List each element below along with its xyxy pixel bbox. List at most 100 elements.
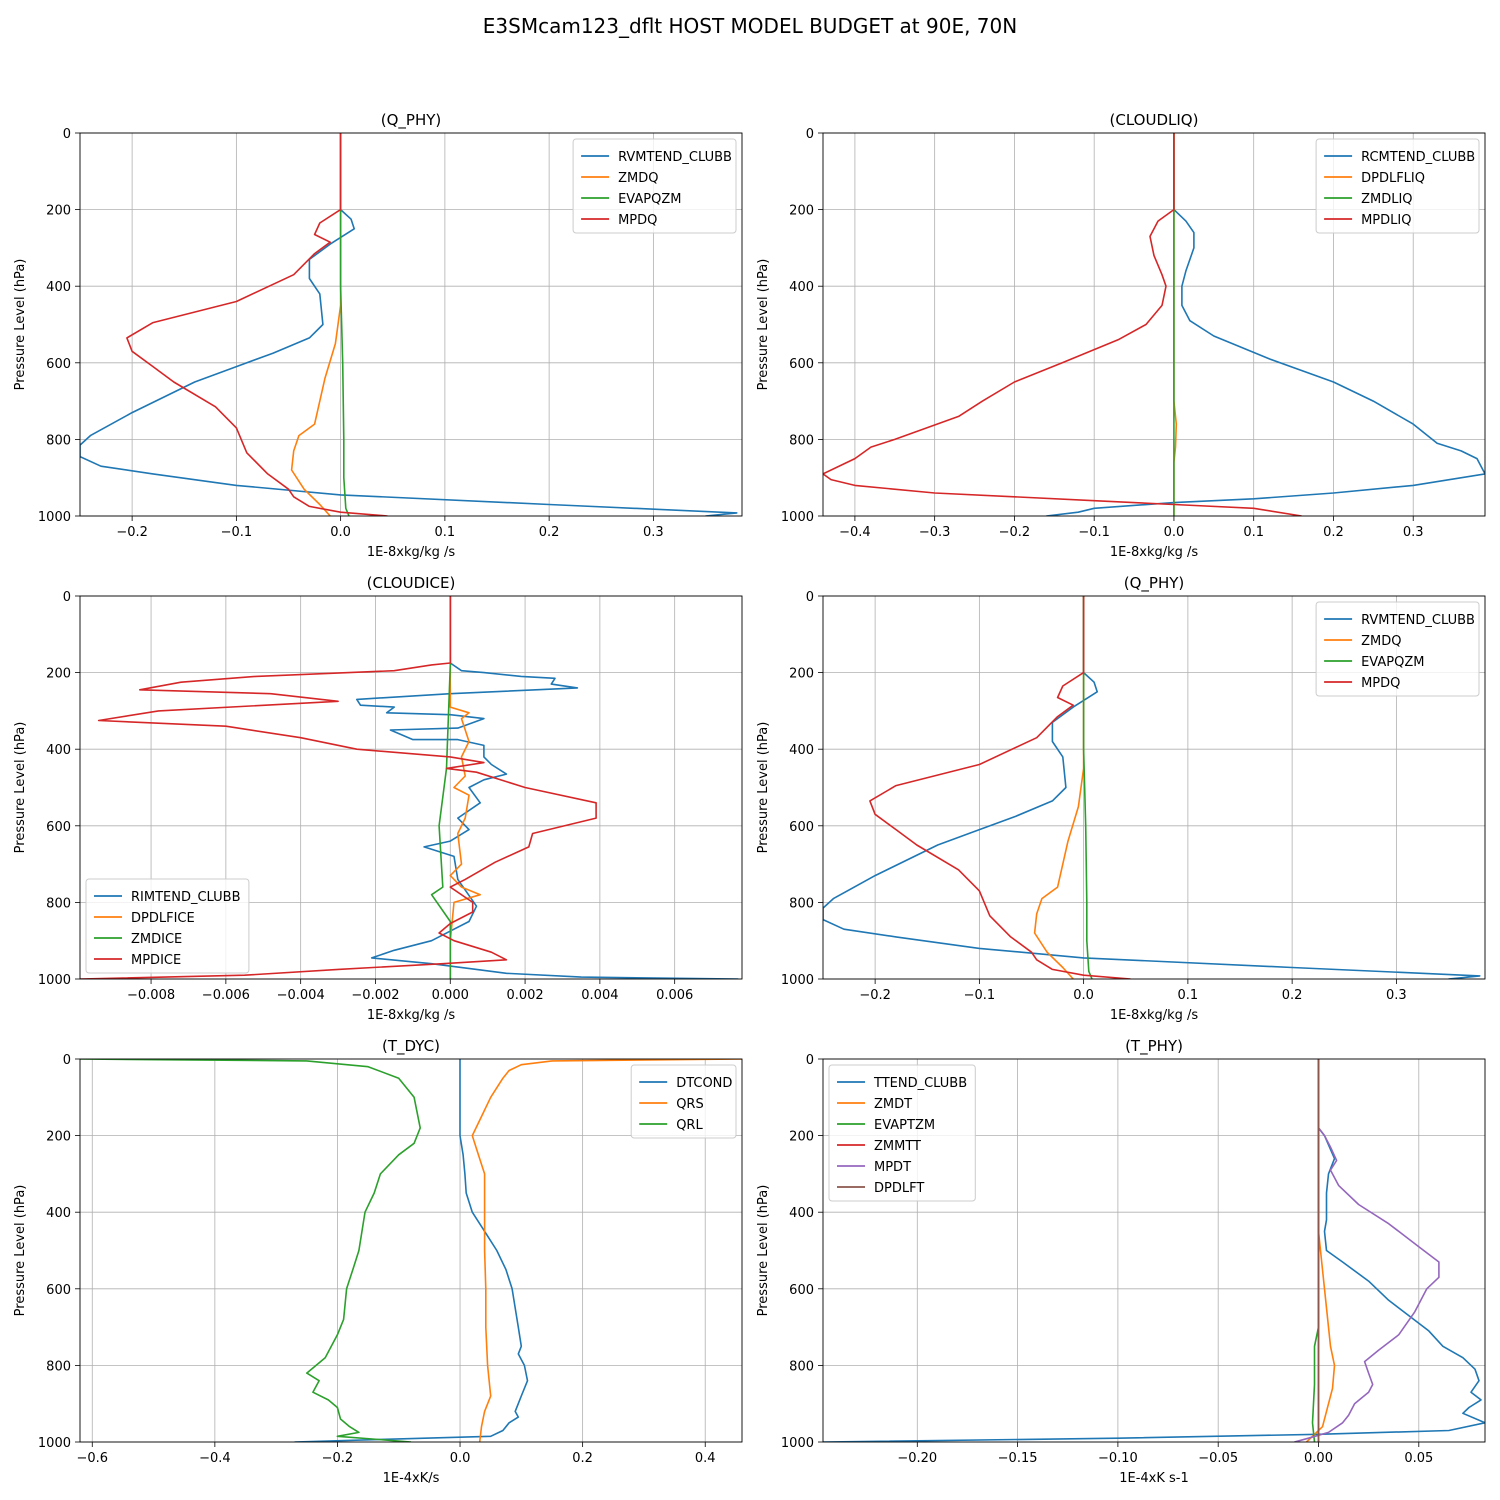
legend: RIMTEND_CLUBB DPDLFICE ZMDICE MPDICE (85, 878, 250, 974)
y-tick-label: 1000 (781, 973, 814, 988)
x-tick-label: −0.006 (202, 988, 250, 1003)
legend-label: MPDT (874, 1160, 911, 1175)
legend-label: DTCOND (676, 1076, 732, 1091)
series-line-qrl (80, 1059, 421, 1442)
y-tick-label: 600 (46, 1283, 71, 1298)
series-line-evapqzm (339, 133, 350, 516)
legend-label: EVAPQZM (1361, 655, 1424, 670)
x-tick-label: −0.20 (897, 1451, 937, 1466)
x-tick-label: −0.004 (277, 988, 325, 1003)
y-tick-label: 400 (46, 280, 71, 295)
y-tick-label: 200 (789, 204, 814, 219)
legend: RVMTEND_CLUBB ZMDQ EVAPQZM MPDQ (1315, 601, 1480, 697)
chart-panel-4: −0.2 −0.1 0.0 0.1 0.2 0.3 0 200 400 600 800 1000 (Q_… (756, 574, 1486, 1023)
x-tick-label: 0.1 (1243, 525, 1264, 540)
x-tick-label: 0.0 (1073, 988, 1094, 1003)
legend-label: ZMDQ (1361, 634, 1401, 649)
y-tick-label: 1000 (38, 1436, 71, 1451)
y-tick-label: 0 (806, 127, 814, 142)
y-axis-label: Pressure Level (hPa) (756, 1185, 771, 1317)
chart-panel-6: −0.20 −0.15 −0.10 −0.05 0.00 0.05 0 200 400 600 80… (756, 1037, 1486, 1486)
x-tick-label: 0.1 (435, 525, 456, 540)
x-tick-label: −0.008 (127, 988, 175, 1003)
x-tick-label: 0.002 (506, 988, 543, 1003)
x-axis-label: 1E-4xK/s (383, 1471, 440, 1486)
x-tick-label: 0.00 (1304, 1451, 1333, 1466)
legend-label: DPDLFICE (131, 911, 195, 926)
x-tick-label: −0.1 (1078, 525, 1110, 540)
axes-frame (79, 1058, 743, 1443)
x-tick-label: −0.4 (199, 1451, 231, 1466)
y-tick-label: 600 (789, 357, 814, 372)
legend: TTEND_CLUBB ZMDT EVAPTZM ZMMTT MPDT DPDLFT (828, 1064, 976, 1202)
y-axis-label: Pressure Level (hPa) (756, 259, 771, 391)
series-line-rvmtend_clubb (80, 133, 738, 516)
legend-label: MPDLIQ (1361, 213, 1411, 228)
y-tick-label: 800 (46, 1359, 71, 1374)
series-line-mpdice (80, 596, 597, 979)
series-line-mpdliq (823, 133, 1302, 516)
x-tick-label: −0.15 (998, 1451, 1038, 1466)
x-tick-label: −0.2 (322, 1451, 354, 1466)
y-tick-label: 200 (46, 204, 71, 219)
x-tick-label: −0.3 (919, 525, 951, 540)
series-line-rimtend_clubb (356, 596, 739, 979)
series-line-mpdt (1294, 1127, 1440, 1442)
series-line-evapqzm (1082, 596, 1093, 979)
x-tick-label: 0.0 (330, 525, 351, 540)
y-tick-label: 0 (63, 1053, 71, 1068)
y-tick-label: 200 (46, 667, 71, 682)
y-tick-label: 400 (46, 743, 71, 758)
y-tick-label: 0 (63, 127, 71, 142)
legend-label: ZMDICE (131, 932, 182, 947)
y-tick-label: 600 (46, 820, 71, 835)
legend-label: RVMTEND_CLUBB (1361, 613, 1475, 628)
legend-label: QRL (676, 1118, 703, 1133)
legend-label: MPDQ (1361, 676, 1400, 691)
y-tick-label: 400 (789, 743, 814, 758)
series-line-zmdice (430, 596, 452, 979)
legend-box (1315, 138, 1480, 234)
legend-label: RVMTEND_CLUBB (618, 150, 732, 165)
y-tick-label: 600 (789, 1283, 814, 1298)
series-line-mpdq (869, 596, 1131, 979)
series-line-dtcond (294, 1059, 529, 1442)
y-tick-label: 1000 (781, 1436, 814, 1451)
legend-label: MPDQ (618, 213, 657, 228)
x-tick-label: −0.2 (999, 525, 1031, 540)
x-tick-label: 0.1 (1178, 988, 1199, 1003)
x-axis-label: 1E-8xkg/kg /s (1110, 545, 1199, 560)
legend-box (85, 878, 250, 974)
x-tick-label: 0.004 (581, 988, 618, 1003)
x-tick-label: 0.05 (1404, 1451, 1433, 1466)
x-tick-label: −0.05 (1198, 1451, 1238, 1466)
y-tick-label: 800 (789, 896, 814, 911)
series-line-zmdq (1033, 596, 1085, 979)
series-line-rcmtend_clubb (1046, 133, 1485, 516)
series-line-ttend_clubb (823, 1127, 1485, 1442)
y-axis-label: Pressure Level (hPa) (13, 259, 28, 391)
series-line-qrs (471, 1059, 742, 1442)
y-tick-label: 1000 (38, 973, 71, 988)
y-tick-label: 800 (46, 896, 71, 911)
legend-box (1315, 601, 1480, 697)
y-axis-label: Pressure Level (hPa) (13, 1185, 28, 1317)
legend-label: RIMTEND_CLUBB (131, 890, 241, 905)
x-tick-label: 0.3 (1386, 988, 1407, 1003)
x-axis-label: 1E-8xkg/kg /s (367, 1008, 456, 1023)
legend-label: TTEND_CLUBB (873, 1076, 967, 1091)
y-tick-label: 800 (789, 433, 814, 448)
x-tick-label: 0.006 (656, 988, 693, 1003)
chart-panel-3: −0.008 −0.006 −0.004 −0.002 0.000 0.002 0.004 0… (13, 574, 743, 1023)
y-tick-label: 0 (806, 590, 814, 605)
x-tick-label: 0.000 (432, 988, 469, 1003)
legend-label: EVAPTZM (874, 1118, 935, 1133)
legend-label: QRS (676, 1097, 704, 1112)
legend-label: EVAPQZM (618, 192, 681, 207)
series-line-rvmtend_clubb (823, 596, 1481, 979)
y-tick-label: 0 (806, 1053, 814, 1068)
y-tick-label: 1000 (781, 510, 814, 525)
x-tick-label: −0.1 (964, 988, 996, 1003)
legend-box (630, 1064, 737, 1139)
